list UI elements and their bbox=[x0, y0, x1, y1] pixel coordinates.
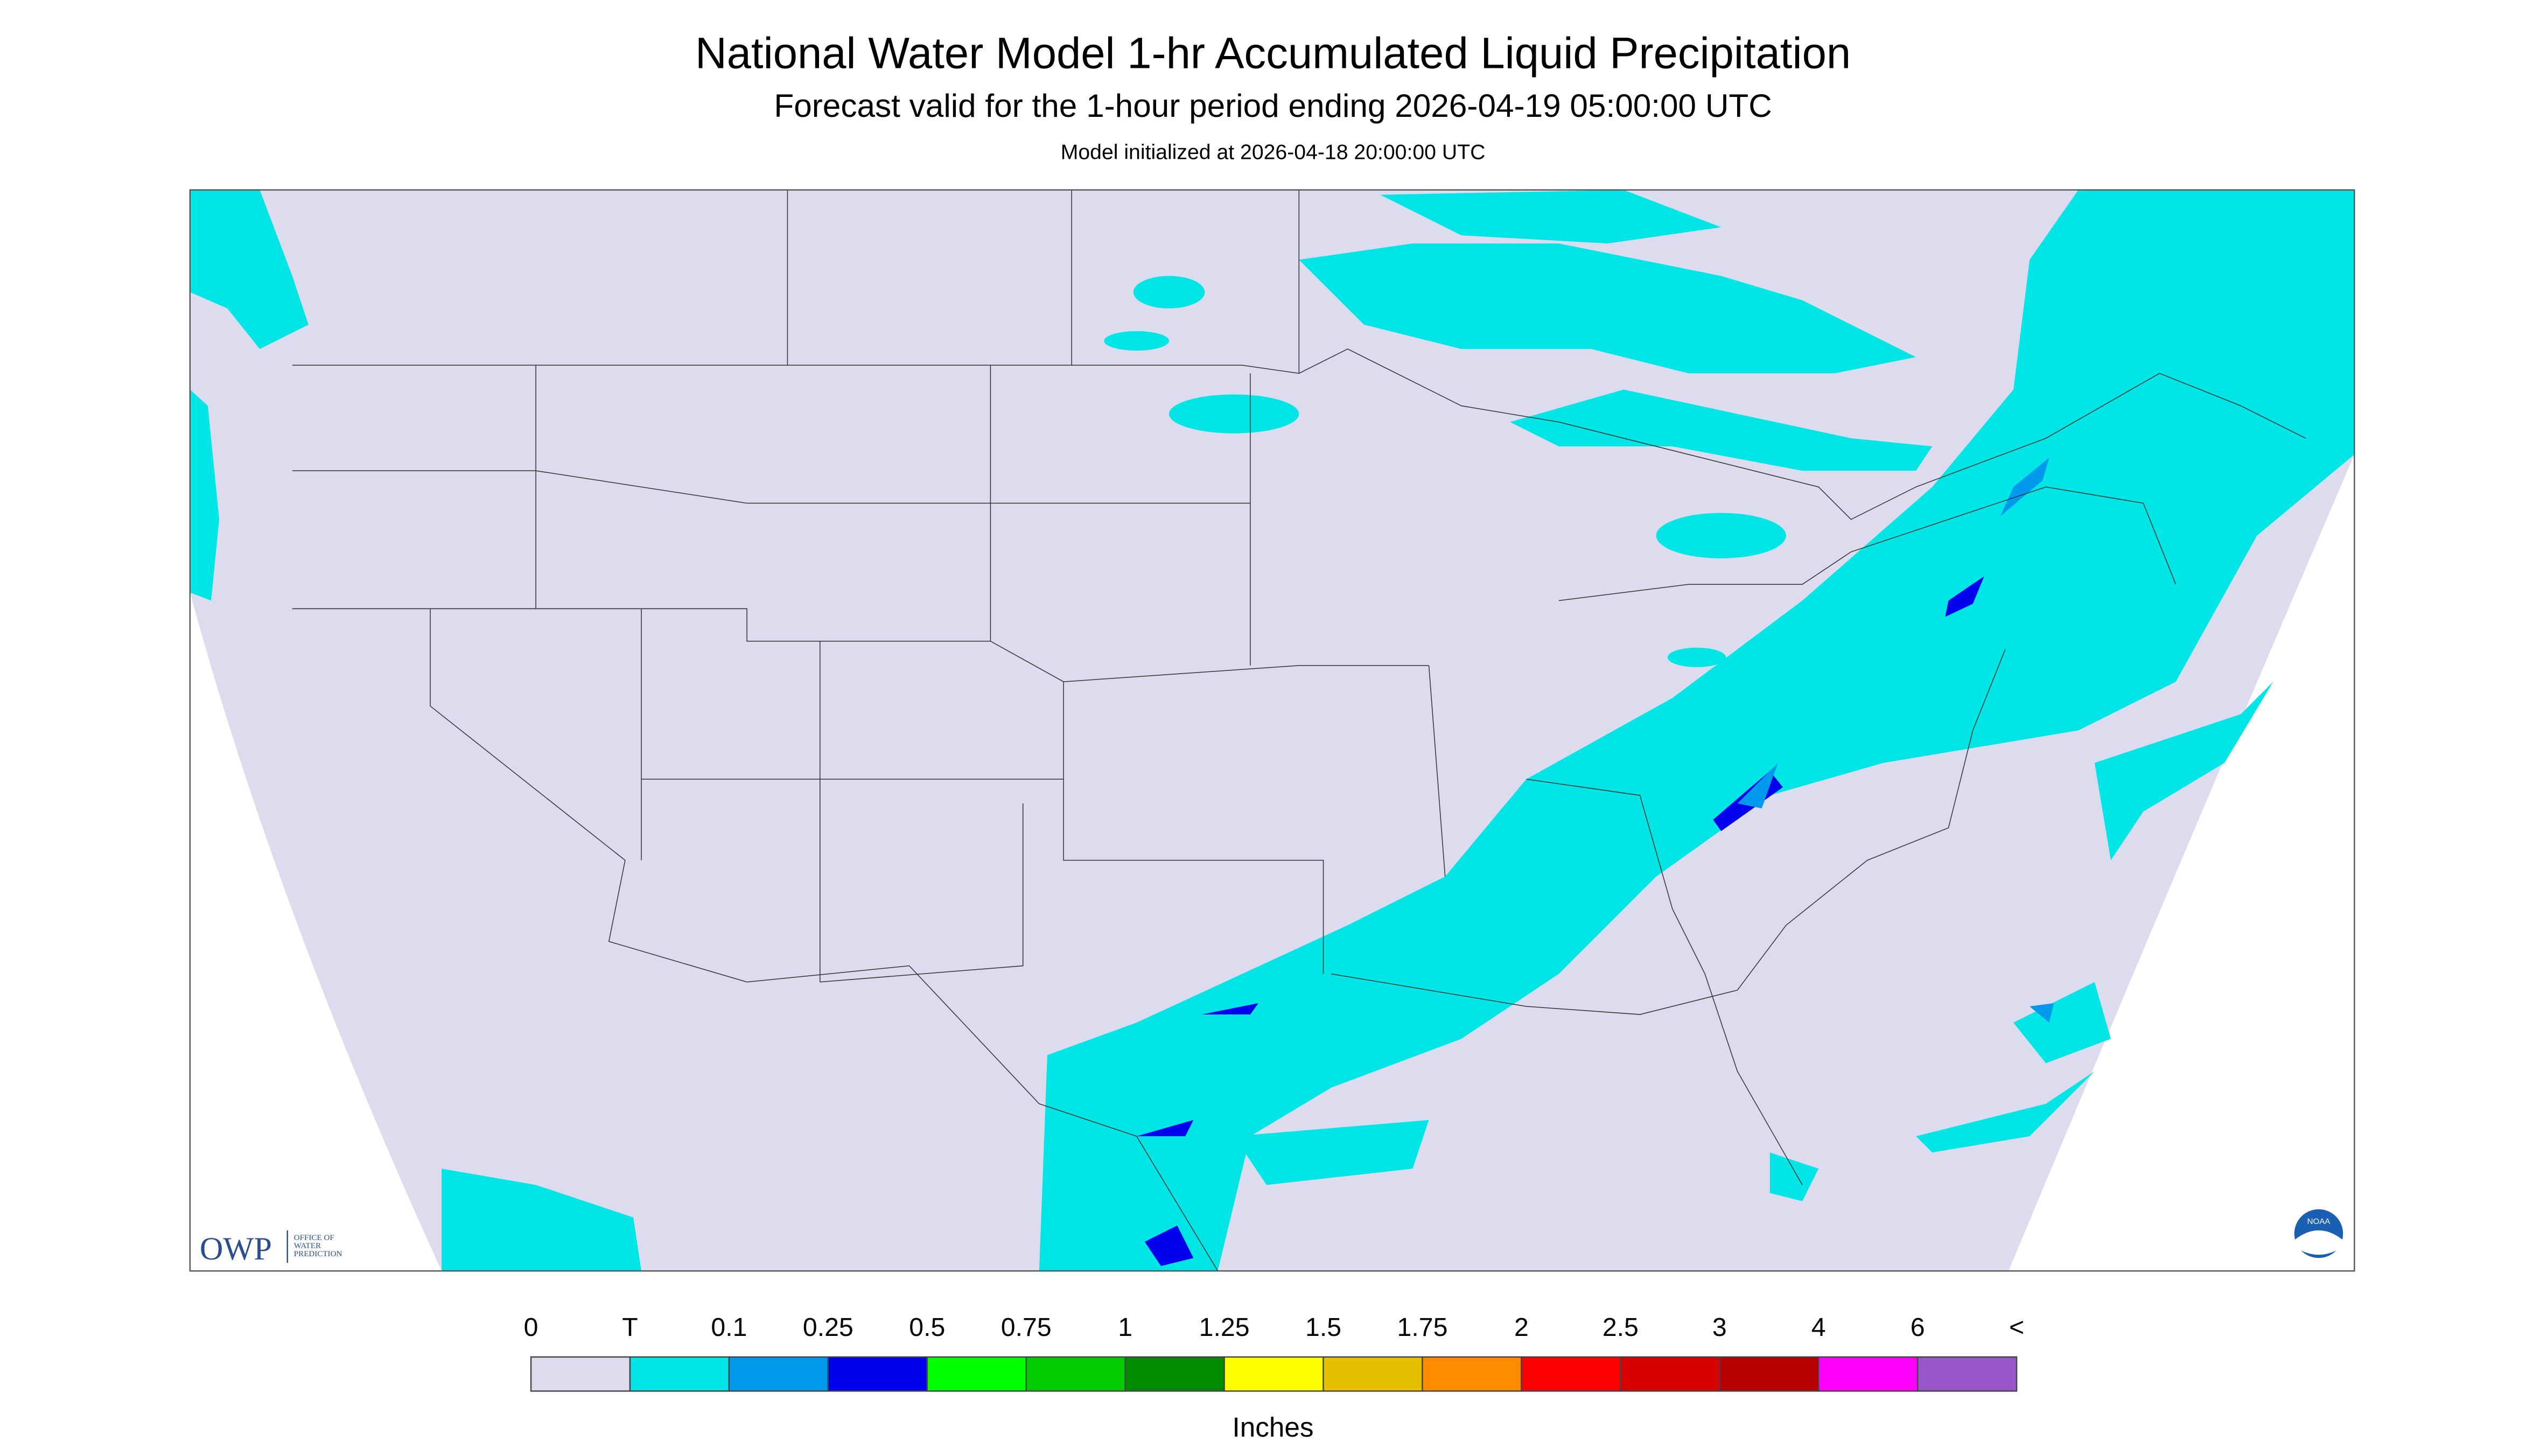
logo-subtext-line: OFFICE OF bbox=[294, 1234, 334, 1242]
legend-swatch bbox=[1620, 1356, 1720, 1392]
legend-swatch bbox=[1422, 1356, 1522, 1392]
legend-label: 1.5 bbox=[1305, 1313, 1341, 1342]
logo-subtext-line: WATER bbox=[294, 1242, 321, 1250]
noaa-wave bbox=[2294, 1230, 2343, 1255]
precip-heavy bbox=[1136, 458, 2054, 1266]
legend-label: 2 bbox=[1514, 1313, 1529, 1342]
logo-text: OWP bbox=[200, 1231, 272, 1267]
legend-unit: Inches bbox=[1233, 1412, 1314, 1443]
legend-label: 6 bbox=[1911, 1313, 1925, 1342]
legend-label: 0.75 bbox=[1001, 1313, 1052, 1342]
legend-label: 3 bbox=[1712, 1313, 1727, 1342]
legend-swatch bbox=[1521, 1356, 1621, 1392]
legend-swatch bbox=[629, 1356, 730, 1392]
legend-label: 1 bbox=[1118, 1313, 1132, 1342]
map-frame bbox=[189, 189, 2355, 1272]
legend-label: 4 bbox=[1811, 1313, 1826, 1342]
legend-swatch bbox=[827, 1356, 928, 1392]
init-time: Model initialized at 2026-04-18 20:00:00… bbox=[1061, 141, 1486, 164]
legend-label: 2.5 bbox=[1603, 1313, 1639, 1342]
legend-label: 0.25 bbox=[803, 1313, 853, 1342]
legend-swatch bbox=[728, 1356, 829, 1392]
legend-swatch bbox=[1719, 1356, 1820, 1392]
legend-swatch bbox=[1124, 1356, 1225, 1392]
logo-subtext-line: PREDICTION bbox=[294, 1250, 342, 1258]
legend-swatch bbox=[926, 1356, 1027, 1392]
legend-label: 1.25 bbox=[1199, 1313, 1250, 1342]
subtitle: Forecast valid for the 1-hour period end… bbox=[774, 87, 1772, 124]
boundaries bbox=[292, 190, 2306, 1271]
legend-label: 0.1 bbox=[711, 1313, 747, 1342]
legend-swatch bbox=[1223, 1356, 1324, 1392]
legend-swatch bbox=[1916, 1356, 2018, 1392]
legend-swatch bbox=[1818, 1356, 1919, 1392]
legend-swatch bbox=[1025, 1356, 1126, 1392]
legend-swatch bbox=[530, 1356, 631, 1392]
legend-label: 0 bbox=[524, 1313, 538, 1342]
legend-label: 0.5 bbox=[909, 1313, 945, 1342]
legend-swatch bbox=[1323, 1356, 1423, 1392]
legend: 0 T 0.1 0.25 0.5 0.75 1 1.25 1.5 1.75 2 2.5 3 4 6 < bbox=[524, 1313, 2024, 1392]
legend-label: 1.75 bbox=[1397, 1313, 1448, 1342]
noaa-text: NOAA bbox=[2307, 1217, 2331, 1226]
legend-label: T bbox=[622, 1313, 638, 1342]
precip-trace bbox=[190, 190, 2355, 1271]
legend-label: < bbox=[2009, 1313, 2024, 1342]
title: National Water Model 1-hr Accumulated Li… bbox=[695, 29, 1851, 78]
